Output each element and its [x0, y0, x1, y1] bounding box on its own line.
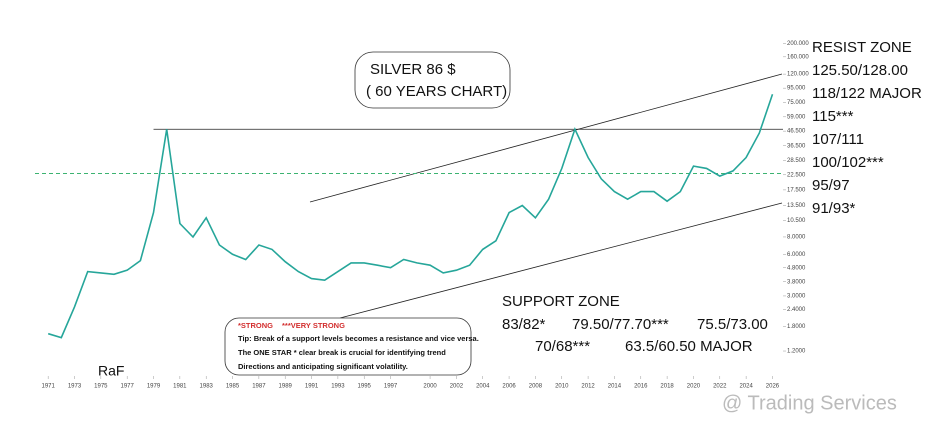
- y-tick-label: 2.4000: [787, 307, 806, 313]
- x-tick-label: 1987: [252, 384, 266, 390]
- x-tick-label: 2012: [581, 384, 595, 390]
- x-tick-label: 1993: [331, 384, 345, 390]
- resist-level: 100/102***: [812, 154, 884, 171]
- x-tick-label: 1973: [68, 384, 82, 390]
- x-tick-label: 2024: [739, 384, 753, 390]
- y-tick-label: 75.000: [787, 100, 806, 106]
- y-tick-label: 22.500: [787, 172, 806, 178]
- y-tick-label: 6.0000: [787, 252, 806, 258]
- y-tick-label: 46.500: [787, 129, 806, 135]
- lower-trendline: [339, 202, 783, 319]
- y-tick-label: 13.500: [787, 203, 806, 209]
- x-tick-label: 1989: [279, 384, 293, 390]
- x-tick-label: 2018: [660, 384, 674, 390]
- note-line: The ONE STAR * clear break is crucial fo…: [238, 348, 446, 357]
- x-tick-label: 2026: [766, 384, 780, 390]
- author: RaF: [98, 363, 124, 379]
- x-tick-label: 2004: [476, 384, 490, 390]
- y-tick-label: 3.8000: [787, 279, 806, 285]
- x-tick-label: 1985: [226, 384, 240, 390]
- resist-level: 115***: [812, 108, 854, 125]
- note-legend: *STRONG: [238, 321, 273, 330]
- support-title: SUPPORT ZONE: [502, 293, 620, 310]
- x-tick-label: 1971: [41, 384, 55, 390]
- x-tick-label: 1995: [358, 384, 372, 390]
- resist-level: 118/122 MAJOR: [812, 85, 922, 102]
- support-level: 75.5/73.00: [697, 316, 768, 333]
- x-tick-label: 2022: [713, 384, 727, 390]
- y-tick-label: 95.000: [787, 86, 806, 92]
- y-tick-label: 160.000: [787, 54, 809, 60]
- note-line: Directions and anticipating significant …: [238, 362, 408, 371]
- x-tick-label: 2006: [502, 384, 516, 390]
- y-tick-label: 200.000: [787, 41, 809, 47]
- resist-level: 107/111: [812, 131, 864, 148]
- y-tick-label: 36.500: [787, 143, 806, 149]
- note-legend: ***VERY STRONG: [282, 321, 345, 330]
- x-tick-label: 2008: [529, 384, 543, 390]
- resist-title: RESIST ZONE: [812, 39, 912, 56]
- price-line: [47, 93, 774, 339]
- support-level: 63.5/60.50 MAJOR: [625, 338, 753, 355]
- title-line: SILVER 86 $: [370, 61, 456, 78]
- x-tick-label: 1981: [173, 384, 187, 390]
- resist-level: 125.50/128.00: [812, 62, 908, 79]
- y-tick-label: 120.000: [787, 72, 809, 78]
- resist-level: 95/97: [812, 177, 850, 194]
- x-tick-label: 2016: [634, 384, 648, 390]
- x-tick-label: 2014: [608, 384, 622, 390]
- x-tick-label: 1977: [121, 384, 135, 390]
- x-tick-label: 2010: [555, 384, 569, 390]
- y-tick-label: 10.500: [787, 218, 806, 224]
- note-line: Tip: Break of a support levels becomes a…: [238, 334, 479, 343]
- y-tick-label: 17.500: [787, 187, 806, 193]
- x-tick-label: 2000: [423, 384, 437, 390]
- y-tick-label: 1.8000: [787, 324, 806, 330]
- y-tick-label: 28.500: [787, 158, 806, 164]
- x-tick-label: 1979: [147, 384, 161, 390]
- x-tick-label: 1997: [384, 384, 398, 390]
- x-tick-label: 1975: [94, 384, 108, 390]
- y-tick-label: 1.2000: [787, 349, 806, 355]
- support-level: 83/82*: [502, 316, 546, 333]
- x-tick-label: 1991: [305, 384, 319, 390]
- title-line: ( 60 YEARS CHART): [366, 83, 507, 100]
- x-tick-label: 2020: [687, 384, 701, 390]
- support-level: 79.50/77.70***: [572, 316, 669, 333]
- note-box: [224, 317, 472, 376]
- watermark: @ Trading Services: [722, 392, 897, 414]
- support-level: 70/68***: [535, 338, 590, 355]
- x-tick-label: 1983: [200, 384, 214, 390]
- resist-level: 91/93*: [812, 200, 856, 217]
- x-tick-label: 2002: [450, 384, 464, 390]
- title-box: [354, 51, 511, 109]
- upper-trendline: [309, 73, 783, 203]
- y-tick-label: 8.0000: [787, 235, 806, 241]
- y-tick-label: 4.8000: [787, 265, 806, 271]
- y-tick-label: 59.000: [787, 114, 806, 120]
- y-tick-label: 3.0000: [787, 294, 806, 300]
